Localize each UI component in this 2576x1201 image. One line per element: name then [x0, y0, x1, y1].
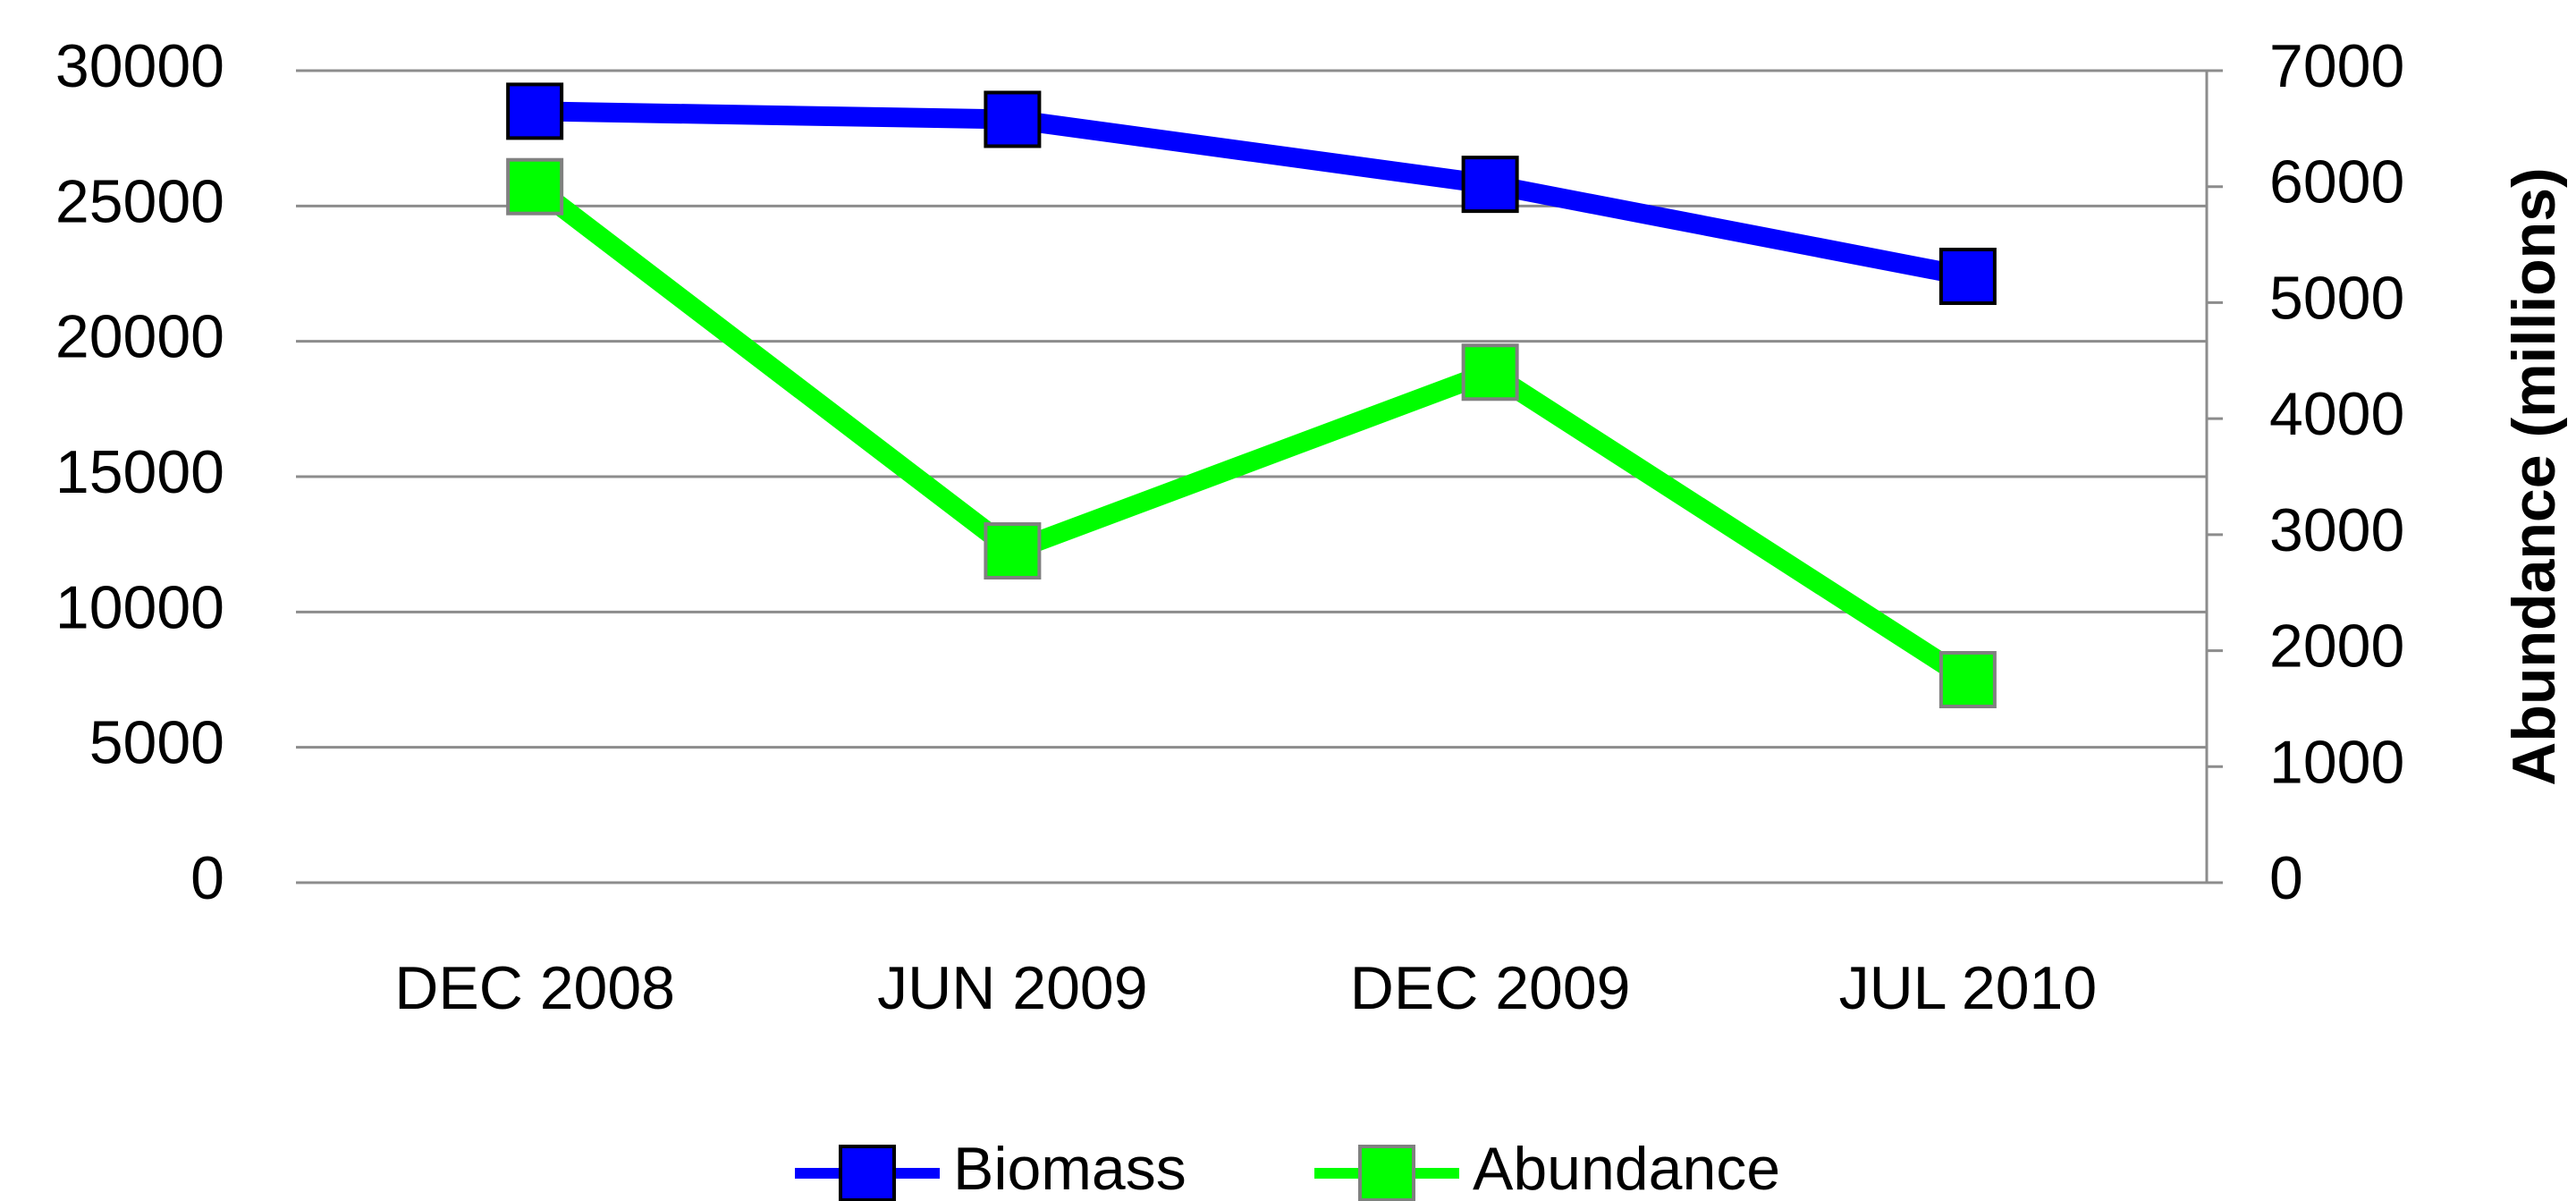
data-point [1938, 248, 1997, 306]
y-tick-label: 15000 [55, 438, 224, 506]
data-point [1938, 651, 1997, 708]
legend-label: Abundance [1473, 1135, 1780, 1201]
x-tick-label: JUN 2009 [877, 954, 1147, 1022]
data-point [506, 82, 564, 140]
series-line [528, 178, 1973, 689]
y2-tick-label: 2000 [2269, 613, 2404, 681]
x-tick-label: DEC 2009 [1350, 954, 1631, 1022]
y2-tick-label: 0 [2269, 844, 2303, 912]
y2-tick-label: 5000 [2269, 264, 2404, 332]
y-tick-label: 10000 [55, 573, 224, 641]
legend-label: Biomass [953, 1135, 1187, 1201]
series-line [534, 101, 1970, 286]
data-point [984, 90, 1042, 148]
y2-tick-label: 7000 [2269, 32, 2404, 100]
y-tick-label: 25000 [55, 167, 224, 235]
y2-tick-label: 4000 [2269, 380, 2404, 448]
data-point [1461, 343, 1519, 402]
y2-tick-label: 6000 [2269, 148, 2404, 216]
y-tick-label: 30000 [55, 32, 224, 100]
y-tick-label: 5000 [89, 709, 224, 777]
y-tick-label: 20000 [55, 303, 224, 371]
data-point [1461, 156, 1519, 214]
legend-marker [839, 1145, 896, 1201]
y-tick-label: 0 [190, 844, 224, 912]
x-tick-label: JUL 2010 [1839, 954, 2098, 1022]
data-point [984, 522, 1042, 580]
x-tick-label: DEC 2008 [394, 954, 675, 1022]
y2-tick-label: 3000 [2269, 496, 2404, 564]
y2-axis-label: Abundance (millions) [2500, 167, 2568, 785]
y2-tick-label: 1000 [2269, 728, 2404, 796]
legend-marker [1358, 1145, 1415, 1201]
data-point [506, 157, 564, 216]
